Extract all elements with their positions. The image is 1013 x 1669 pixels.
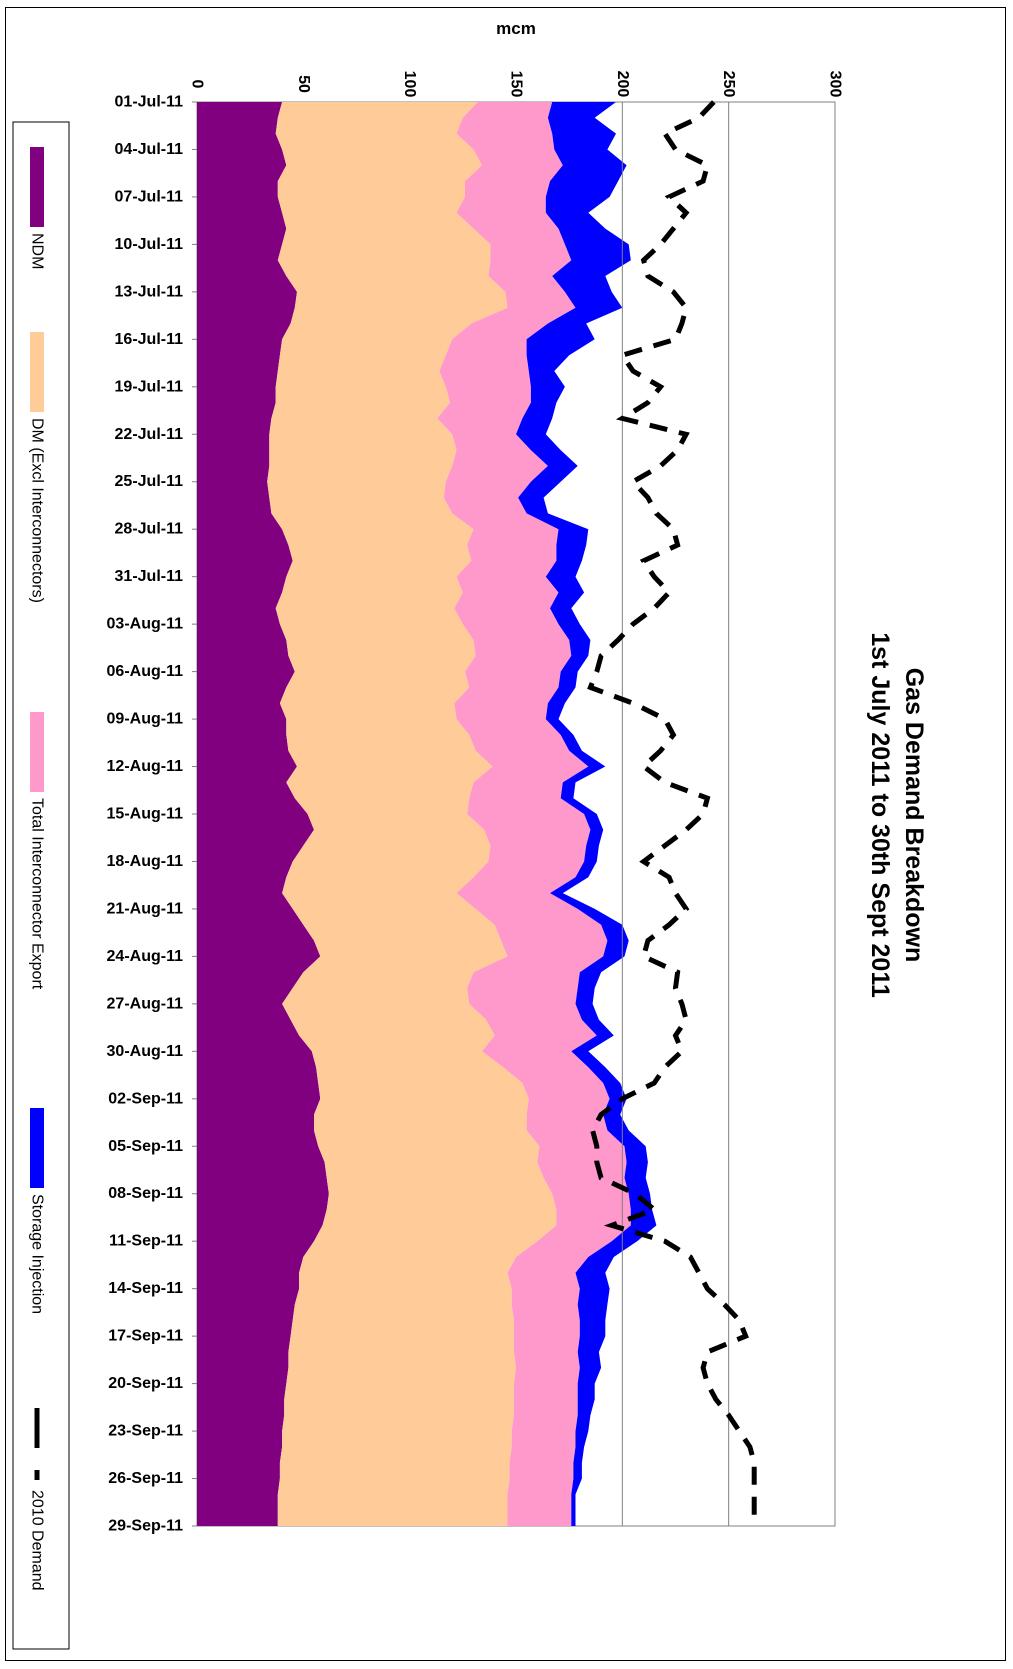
date-tick-label: 25-Jul-11 — [115, 473, 184, 490]
value-tick-label: 100 — [401, 71, 418, 98]
line-2010-demand — [587, 100, 757, 1526]
chart-subtitle: 1st July 2011 to 30th Sept 2011 — [866, 632, 894, 998]
area-storage-injection — [516, 102, 657, 1526]
value-tick-label: 250 — [720, 71, 737, 98]
legend-swatch-total-interconnector-export — [30, 712, 44, 792]
date-tick-label: 29-Sep-11 — [108, 1518, 183, 1535]
date-tick-label: 15-Aug-11 — [107, 806, 184, 823]
date-tick-label: 30-Aug-11 — [107, 1043, 184, 1060]
value-axis-ticks: 0 50 100 150 200 250 300 — [189, 71, 844, 98]
value-axis-title: mcm — [496, 19, 536, 38]
date-tick-label: 16-Jul-11 — [115, 331, 184, 348]
legend-label-2010-demand: 2010 Demand — [29, 1490, 46, 1591]
date-tick-label: 23-Sep-11 — [108, 1423, 183, 1440]
legend-label-total-interconnector-export: Total Interconnector Export — [29, 798, 46, 990]
legend-label-storage-injection: Storage Injection — [29, 1194, 46, 1314]
date-tick-label: 31-Jul-11 — [115, 568, 184, 585]
date-tick-label: 28-Jul-11 — [115, 521, 184, 538]
date-tick-label: 04-Jul-11 — [115, 141, 184, 158]
value-tick-label: 0 — [189, 80, 206, 89]
date-tick-label: 08-Sep-11 — [108, 1185, 183, 1202]
legend-label-dm-excl-interconnectors: DM (Excl Interconnectors) — [29, 418, 46, 603]
date-tick-label: 18-Aug-11 — [107, 853, 184, 870]
date-tick-label: 11-Sep-11 — [109, 1233, 183, 1250]
chart-titles: Gas Demand Breakdown 1st July 2011 to 30… — [866, 632, 928, 998]
chart-title: Gas Demand Breakdown — [900, 668, 928, 963]
legend-items: NDM DM (Excl Interconnectors) Total Interc… — [29, 147, 46, 1591]
date-tick-label: 02-Sep-11 — [108, 1090, 183, 1107]
date-tick-label: 21-Aug-11 — [107, 900, 184, 917]
date-tick-label: 27-Aug-11 — [107, 995, 184, 1012]
date-tick-label: 24-Aug-11 — [107, 948, 184, 965]
area-ndm — [197, 102, 329, 1526]
date-tick-label: 20-Sep-11 — [108, 1375, 183, 1392]
gridlines — [621, 102, 730, 1526]
date-tick-label: 01-Jul-11 — [115, 94, 184, 111]
value-tick-label: 150 — [508, 71, 525, 98]
area-dm-excl-interconnectors — [267, 102, 557, 1526]
value-tick-label: 50 — [295, 75, 312, 93]
value-tick-label: 200 — [614, 71, 631, 98]
date-tick-label: 10-Jul-11 — [115, 236, 184, 253]
date-tick-label: 26-Sep-11 — [108, 1470, 183, 1487]
value-tick-label: 300 — [827, 71, 844, 98]
date-tick-label: 09-Aug-11 — [107, 711, 184, 728]
date-tick-label: 06-Aug-11 — [107, 663, 184, 680]
area-total-interconnector-export — [437, 102, 631, 1526]
chart-frame — [5, 7, 1006, 1661]
date-axis-ticks: 01-Jul-11 04-Jul-11 07-Jul-11 10-Jul-11 13-J… — [107, 94, 197, 1535]
line-series-layer — [587, 100, 757, 1526]
date-tick-label: 07-Jul-11 — [115, 188, 184, 205]
plot-layer — [196, 100, 836, 1527]
date-tick-label: 03-Aug-11 — [107, 616, 184, 633]
date-tick-label: 17-Sep-11 — [108, 1328, 183, 1345]
legend-swatch-ndm — [30, 147, 44, 227]
legend-swatch-dm-excl-interconnectors — [30, 332, 44, 412]
legend-swatch-storage-injection — [30, 1108, 44, 1188]
date-tick-label: 05-Sep-11 — [108, 1138, 183, 1155]
legend: NDM DM (Excl Interconnectors) Total Interc… — [12, 121, 70, 1650]
date-tick-label: 22-Jul-11 — [115, 426, 184, 443]
area-series-layer — [197, 102, 657, 1526]
date-tick-label: 19-Jul-11 — [115, 378, 184, 395]
date-tick-label: 14-Sep-11 — [108, 1280, 183, 1297]
date-tick-label: 13-Jul-11 — [115, 283, 184, 300]
date-tick-label: 12-Aug-11 — [107, 758, 184, 775]
legend-label-ndm: NDM — [29, 233, 46, 269]
